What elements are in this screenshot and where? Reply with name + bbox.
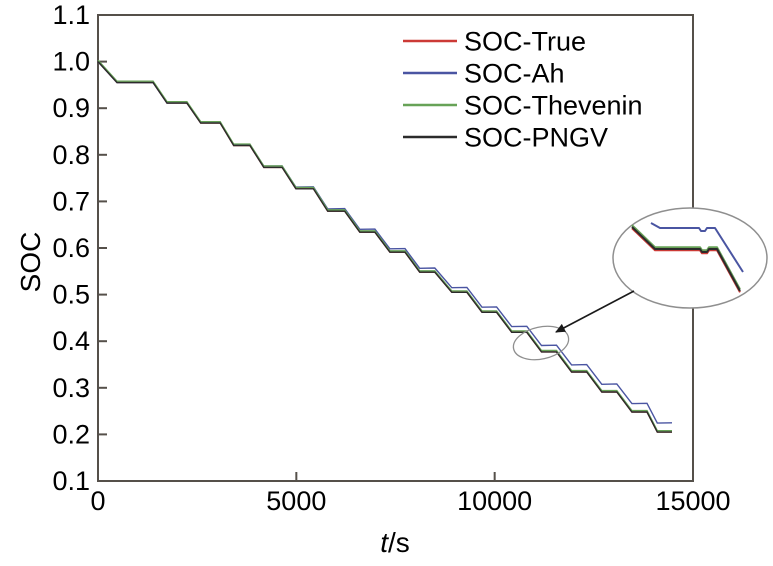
y-axis-ticks bbox=[98, 14, 107, 482]
detail-ellipse bbox=[512, 325, 570, 361]
legend-label: SOC-Thevenin bbox=[464, 91, 643, 121]
legend-label: SOC-Ah bbox=[464, 59, 565, 89]
inset-line-thevenin bbox=[631, 224, 741, 290]
x-tick-label: 0 bbox=[90, 486, 105, 516]
y-tick-label: 0.6 bbox=[52, 233, 90, 263]
y-tick-label: 0.8 bbox=[52, 140, 90, 170]
annotation-arrow bbox=[555, 290, 635, 333]
inset-line-pngv bbox=[631, 226, 741, 292]
inset-ellipse bbox=[612, 207, 768, 309]
inset-line-ah bbox=[650, 222, 744, 273]
x-tick-label: 5000 bbox=[266, 486, 326, 516]
y-tick-label: 0.4 bbox=[52, 326, 90, 356]
x-tick-label: 15000 bbox=[655, 486, 730, 516]
y-tick-label: 0.3 bbox=[52, 373, 90, 403]
x-axis-title-variable: t bbox=[380, 527, 389, 558]
legend-item-soc-thevenin: SOC-Thevenin bbox=[403, 91, 643, 121]
y-tick-label: 0.7 bbox=[52, 186, 90, 216]
series-line-soc-pngv bbox=[97, 61, 672, 433]
x-tick-label: 10000 bbox=[457, 486, 532, 516]
annotations bbox=[512, 207, 768, 361]
legend-label: SOC-PNGV bbox=[464, 123, 608, 153]
y-tick-label: 1.1 bbox=[52, 0, 90, 30]
y-axis-title: SOC bbox=[15, 232, 46, 293]
x-axis-ticks bbox=[97, 472, 694, 481]
y-tick-label: 0.1 bbox=[52, 466, 90, 496]
x-axis-title: t/s bbox=[380, 527, 410, 558]
y-tick-label: 0.2 bbox=[52, 419, 90, 449]
y-tick-label: 0.9 bbox=[52, 93, 90, 123]
legend-item-soc-true: SOC-True bbox=[403, 27, 586, 57]
series-lines bbox=[97, 59, 673, 433]
legend-label: SOC-True bbox=[464, 27, 586, 57]
x-axis-title-unit: /s bbox=[388, 527, 410, 558]
plot-border bbox=[97, 14, 694, 482]
y-tick-labels: 1.1 1.0 0.9 0.8 0.7 0.6 0.5 0.4 0.3 0.2 0.1 bbox=[52, 0, 90, 496]
legend-item-soc-pngv: SOC-PNGV bbox=[403, 123, 608, 153]
y-tick-label: 1.0 bbox=[52, 47, 90, 77]
inset-line-true bbox=[631, 227, 741, 293]
legend-item-soc-ah: SOC-Ah bbox=[403, 59, 565, 89]
series-line-soc-thevenin bbox=[97, 59, 672, 432]
y-tick-label: 0.5 bbox=[52, 280, 90, 310]
x-tick-labels: 0 5000 10000 15000 bbox=[90, 486, 730, 516]
